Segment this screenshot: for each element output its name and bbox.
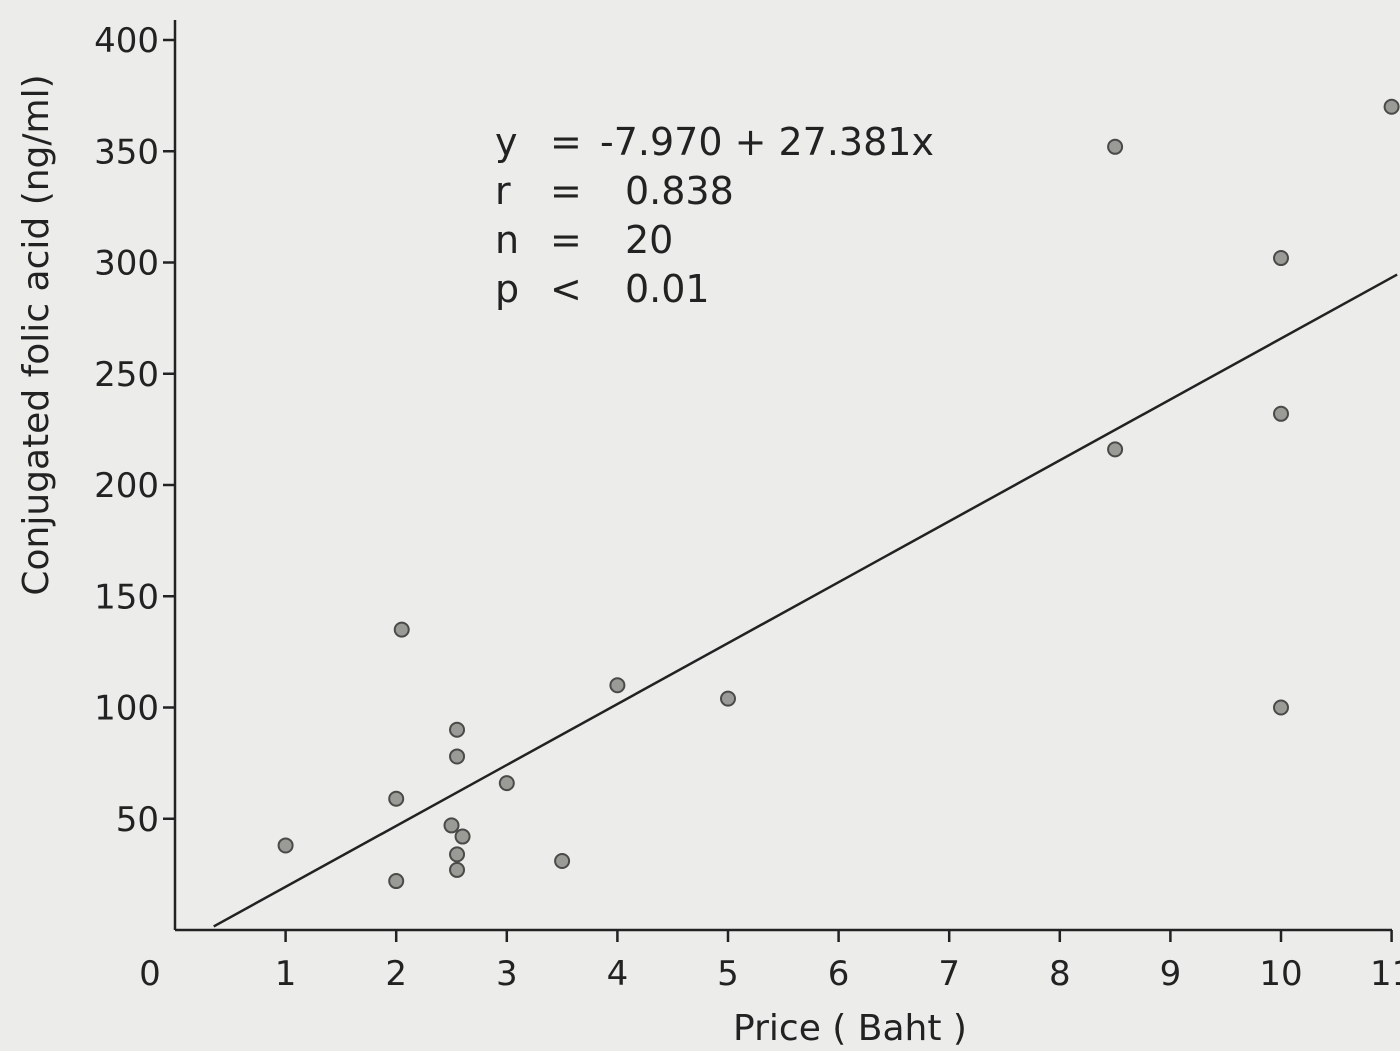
data-point xyxy=(449,846,466,863)
y-ticks: 50 100 150 200 250 300 350 400 xyxy=(94,21,175,840)
stat-operator: = xyxy=(550,120,582,164)
data-point xyxy=(1273,699,1289,716)
origin-label: 0 xyxy=(139,954,161,994)
x-tick-label: 4 xyxy=(607,954,629,994)
points-group xyxy=(277,98,1400,890)
data-point xyxy=(1107,441,1124,458)
data-point xyxy=(393,621,410,638)
data-point xyxy=(449,861,466,878)
regression-group xyxy=(213,273,1398,928)
data-point xyxy=(498,775,515,792)
x-tick-label: 1 xyxy=(275,954,297,994)
data-point xyxy=(454,828,471,845)
y-axis-title: Conjugated folic acid (ng/ml) xyxy=(16,74,57,595)
stat-symbol: y xyxy=(495,120,518,164)
data-point xyxy=(449,748,466,765)
x-axis-title: Price ( Baht ) xyxy=(733,1008,967,1049)
data-point xyxy=(1273,405,1289,422)
y-tick-label: 50 xyxy=(116,800,159,840)
x-tick-label: 9 xyxy=(1160,954,1182,994)
stat-symbol: n xyxy=(495,218,519,262)
data-point xyxy=(1383,98,1400,115)
stat-value: 0.838 xyxy=(625,169,734,213)
x-tick-label: 6 xyxy=(828,954,850,994)
data-point xyxy=(720,690,736,707)
x-tick-label: 5 xyxy=(717,954,739,994)
data-point xyxy=(449,721,466,738)
x-tick-label: 2 xyxy=(385,954,407,994)
data-point xyxy=(388,873,405,890)
x-tick-label: 3 xyxy=(496,954,518,994)
stat-operator: = xyxy=(550,169,582,213)
stat-value: 20 xyxy=(625,218,673,262)
stat-operator: < xyxy=(550,267,582,311)
axes xyxy=(173,20,1392,932)
y-tick-label: 350 xyxy=(94,132,159,172)
data-point xyxy=(609,677,626,694)
y-tick-label: 300 xyxy=(94,244,159,284)
y-tick-label: 150 xyxy=(94,577,159,617)
y-tick-label: 400 xyxy=(94,21,159,61)
x-ticks: 1 2 3 4 5 6 7 8 9 10 11 xyxy=(275,930,1400,994)
data-point xyxy=(443,817,460,834)
y-tick-label: 100 xyxy=(94,689,159,729)
stat-value: -7.970 + 27.381x xyxy=(600,120,934,164)
data-point xyxy=(1273,250,1289,267)
data-point xyxy=(388,790,405,807)
regression-annotation: y = -7.970 + 27.381x r = 0.838 n = 20 p <0.01 xyxy=(495,120,934,311)
data-point xyxy=(1107,138,1124,155)
y-tick-label: 250 xyxy=(94,355,159,395)
x-tick-label: 8 xyxy=(1049,954,1071,994)
stat-operator: = xyxy=(550,218,582,262)
data-point xyxy=(554,853,571,870)
x-tick-label: 11 xyxy=(1370,954,1400,994)
data-point xyxy=(277,837,294,854)
stat-symbol: r xyxy=(495,169,511,213)
x-tick-label: 10 xyxy=(1259,954,1302,994)
regression-line xyxy=(213,273,1398,928)
stat-value: 0.01 xyxy=(625,267,710,311)
stat-symbol: p xyxy=(495,267,519,311)
y-tick-label: 200 xyxy=(94,466,159,506)
x-tick-label: 7 xyxy=(938,954,960,994)
